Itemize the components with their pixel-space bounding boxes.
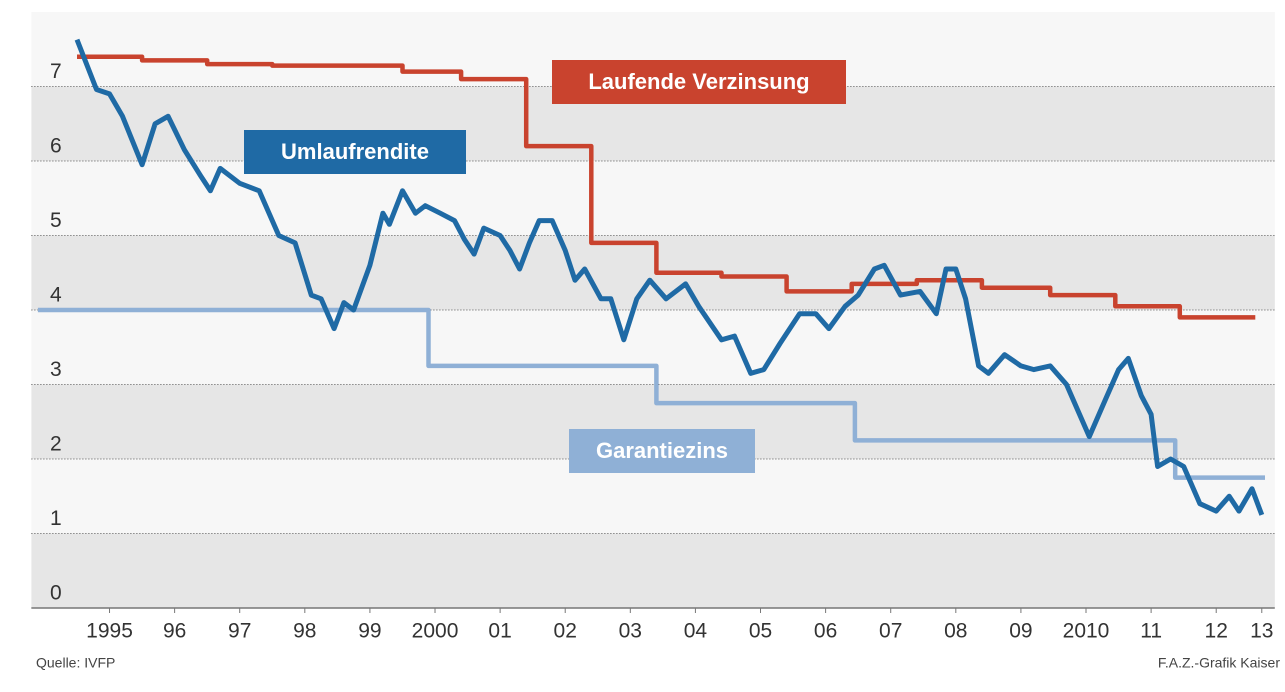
- x-tick-label: 06: [814, 620, 837, 643]
- x-tick-label: 12: [1205, 620, 1228, 643]
- x-tick-label: 98: [293, 620, 316, 643]
- x-tick-label: 03: [619, 620, 642, 643]
- x-tick-label: 97: [228, 620, 251, 643]
- x-tick-label: 2000: [412, 620, 459, 643]
- x-tick-label: 02: [554, 620, 577, 643]
- y-tick-label: 5: [50, 209, 62, 232]
- y-tick-label: 2: [50, 433, 62, 456]
- y-tick-label: 4: [50, 284, 62, 307]
- x-tick-label: 08: [944, 620, 967, 643]
- series-label: Umlaufrendite: [281, 139, 429, 164]
- band: [31, 533, 1275, 608]
- y-tick-label: 0: [50, 582, 62, 605]
- x-tick-label: 07: [879, 620, 902, 643]
- series-label-box: [552, 60, 846, 104]
- y-tick-label: 3: [50, 358, 62, 381]
- x-tick-label: 01: [488, 620, 511, 643]
- plot-background: [31, 12, 1275, 608]
- x-tick-label: 05: [749, 620, 772, 643]
- x-tick-label: 04: [684, 620, 708, 643]
- band: [31, 235, 1275, 310]
- y-tick-label: 7: [50, 60, 62, 83]
- y-tick-label: 1: [50, 507, 62, 530]
- series-label: Garantiezins: [596, 438, 728, 463]
- series-label-box: [244, 130, 466, 174]
- y-tick-label: 6: [50, 135, 62, 158]
- series-line: [77, 54, 1256, 320]
- x-tick-label: 2010: [1063, 620, 1110, 643]
- series-label-box: [569, 429, 755, 473]
- series-line: [74, 38, 1265, 516]
- x-tick-label: 99: [358, 620, 381, 643]
- source-note: Quelle: IVFP: [36, 655, 115, 671]
- x-tick-label: 1995: [86, 620, 133, 643]
- x-tick-label: 09: [1009, 620, 1032, 643]
- x-tick-label: 11: [1140, 620, 1162, 643]
- x-tick-label: 96: [163, 620, 186, 643]
- x-tick-label: 13: [1250, 620, 1273, 643]
- series-label: Laufende Verzinsung: [588, 69, 809, 94]
- credit-note: F.A.Z.-Grafik Kaiser: [1158, 655, 1280, 671]
